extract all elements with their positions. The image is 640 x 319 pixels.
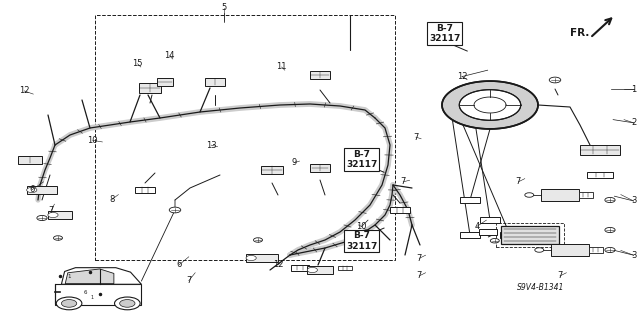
Bar bbox=[135, 187, 156, 193]
Circle shape bbox=[490, 239, 499, 243]
Text: 7: 7 bbox=[417, 271, 422, 280]
Text: 12: 12 bbox=[19, 86, 29, 95]
Bar bbox=[291, 265, 309, 271]
Bar bbox=[18, 156, 42, 164]
Circle shape bbox=[549, 77, 561, 83]
Text: 2: 2 bbox=[631, 118, 636, 127]
Text: 6: 6 bbox=[177, 260, 182, 269]
Bar bbox=[460, 232, 479, 238]
Polygon shape bbox=[65, 269, 114, 284]
Bar bbox=[27, 186, 58, 195]
Bar bbox=[481, 217, 500, 223]
Bar bbox=[551, 244, 589, 256]
Text: 12: 12 bbox=[457, 72, 467, 81]
Circle shape bbox=[169, 207, 180, 213]
Text: 9: 9 bbox=[292, 158, 297, 167]
Text: 7: 7 bbox=[401, 177, 406, 186]
Text: 7: 7 bbox=[417, 254, 422, 263]
Circle shape bbox=[605, 227, 615, 233]
Circle shape bbox=[307, 267, 317, 272]
Circle shape bbox=[120, 300, 135, 307]
Circle shape bbox=[605, 197, 615, 203]
Circle shape bbox=[246, 256, 256, 261]
Text: 6: 6 bbox=[84, 290, 87, 295]
Bar bbox=[261, 166, 283, 174]
Text: 6: 6 bbox=[29, 185, 35, 194]
Wedge shape bbox=[442, 81, 538, 129]
Bar bbox=[246, 254, 278, 263]
Text: 12: 12 bbox=[273, 260, 284, 269]
Text: 7: 7 bbox=[49, 206, 54, 215]
Bar bbox=[580, 145, 620, 155]
Text: B-7
32117: B-7 32117 bbox=[429, 24, 461, 43]
Circle shape bbox=[27, 188, 37, 193]
Bar bbox=[541, 189, 579, 201]
Circle shape bbox=[525, 193, 534, 197]
Text: 1: 1 bbox=[68, 274, 71, 279]
Text: 11: 11 bbox=[276, 63, 287, 71]
Text: 13: 13 bbox=[206, 141, 216, 150]
Text: 10: 10 bbox=[356, 222, 367, 231]
Text: 1: 1 bbox=[90, 295, 93, 300]
Bar bbox=[589, 248, 603, 253]
Bar bbox=[500, 232, 520, 238]
Bar bbox=[48, 211, 72, 219]
Text: 10: 10 bbox=[88, 136, 98, 145]
Text: 15: 15 bbox=[132, 59, 143, 68]
Bar bbox=[310, 164, 330, 172]
Circle shape bbox=[253, 238, 262, 242]
Bar bbox=[460, 197, 479, 203]
Text: 7: 7 bbox=[413, 133, 419, 142]
Text: 8: 8 bbox=[109, 195, 115, 204]
Text: 3: 3 bbox=[631, 197, 636, 205]
Text: FR.: FR. bbox=[570, 28, 589, 39]
Text: 4: 4 bbox=[474, 222, 479, 231]
Bar bbox=[139, 83, 161, 93]
Bar bbox=[479, 229, 497, 235]
Circle shape bbox=[535, 248, 544, 252]
Bar bbox=[501, 226, 559, 244]
Text: 7: 7 bbox=[516, 177, 521, 186]
Bar bbox=[338, 266, 352, 270]
Bar bbox=[390, 207, 410, 213]
Text: 14: 14 bbox=[164, 51, 175, 60]
Text: S9V4-B1341: S9V4-B1341 bbox=[517, 283, 564, 292]
Circle shape bbox=[605, 248, 615, 253]
Bar bbox=[496, 223, 564, 247]
Circle shape bbox=[48, 212, 58, 218]
Text: 7: 7 bbox=[557, 271, 563, 280]
Circle shape bbox=[115, 297, 140, 310]
Text: 1: 1 bbox=[631, 85, 636, 94]
Bar bbox=[55, 284, 141, 305]
Text: B-7
32117: B-7 32117 bbox=[346, 231, 378, 250]
Circle shape bbox=[37, 215, 47, 220]
Text: 7: 7 bbox=[186, 276, 191, 285]
Circle shape bbox=[54, 236, 63, 240]
Circle shape bbox=[61, 300, 77, 307]
Text: B-7
32117: B-7 32117 bbox=[346, 150, 378, 169]
Circle shape bbox=[56, 297, 82, 310]
Bar bbox=[579, 192, 593, 197]
Bar bbox=[307, 266, 333, 274]
Polygon shape bbox=[61, 268, 141, 284]
Bar bbox=[588, 172, 613, 178]
Bar bbox=[95, 15, 395, 260]
Bar bbox=[310, 71, 330, 79]
Bar bbox=[205, 78, 225, 86]
Bar bbox=[157, 78, 173, 85]
Text: 3: 3 bbox=[631, 251, 636, 260]
Text: 5: 5 bbox=[221, 4, 227, 12]
